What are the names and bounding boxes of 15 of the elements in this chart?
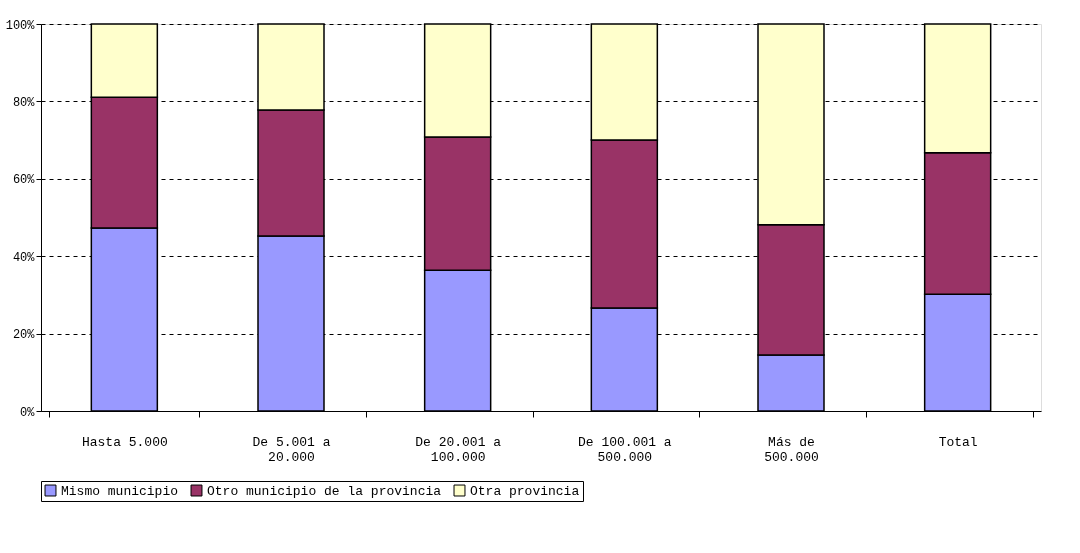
x-tick-label: De 20.001 a 100.000 [415,434,502,465]
y-tick-label: 80% [12,95,36,110]
legend-label: Otro municipio de la provincia [207,483,442,499]
x-tick-label: De 5.001 a 20.000 [252,434,331,465]
x-tick-label: Total [938,434,978,450]
x-tick-label: De 100.001 a 500.000 [578,434,672,465]
legend-label: Otra provincia [470,483,580,499]
y-tick-label: 100% [5,18,36,33]
x-tick-label: Hasta 5.000 [81,434,168,450]
x-tick-label: Más de 500.000 [764,434,819,465]
y-tick-label: 20% [12,328,36,343]
legend-label: Mismo municipio [61,483,179,499]
y-tick-label: 0% [20,405,36,420]
y-tick-label: 40% [12,250,36,265]
y-tick-label: 60% [12,173,36,188]
